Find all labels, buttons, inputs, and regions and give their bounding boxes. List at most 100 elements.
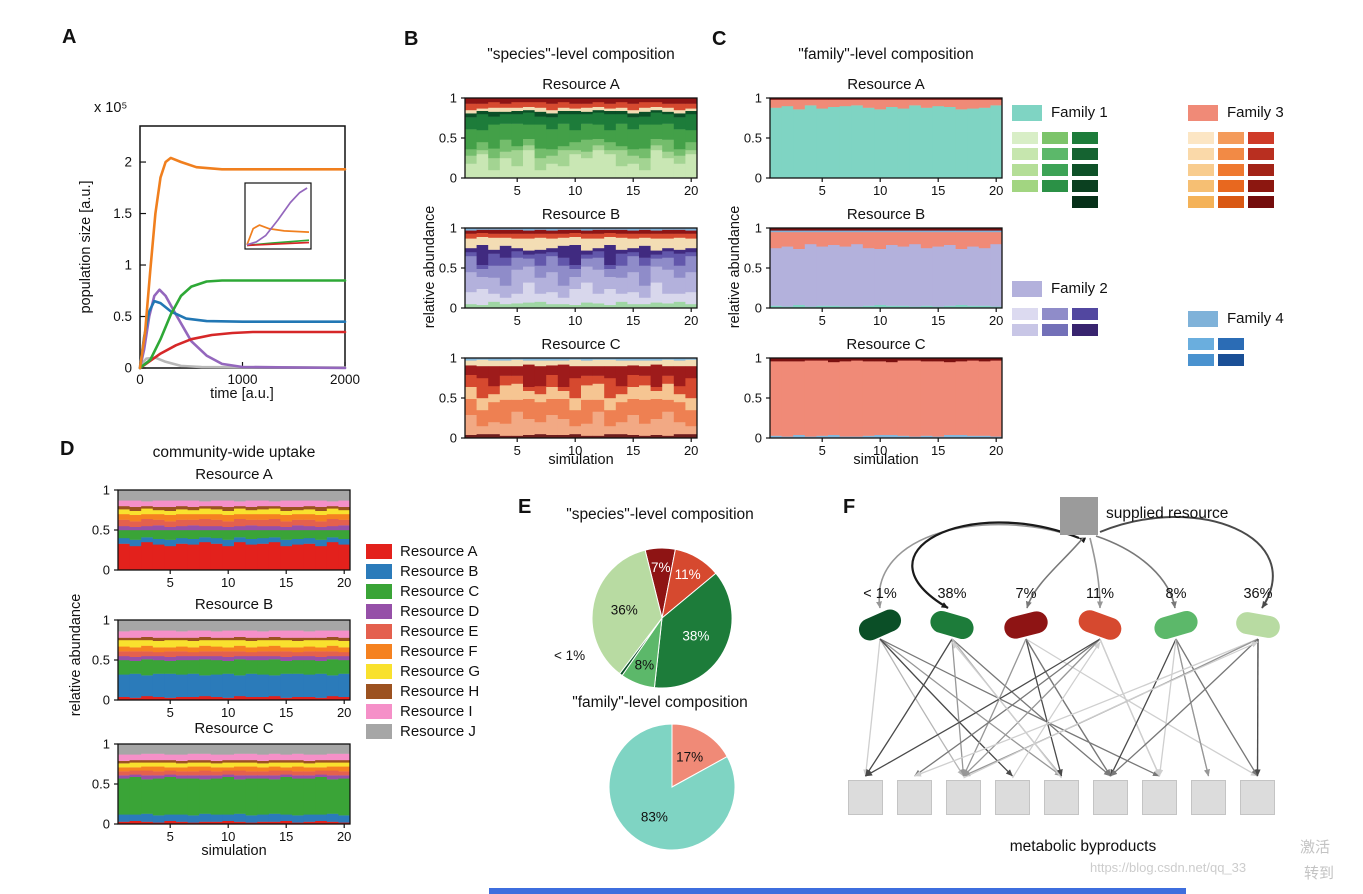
uptake-chart-resource-a: 00.515 10 15 20 [92,483,352,591]
svg-text:1: 1 [755,221,762,236]
chart-title-c-resource-c: Resource C [846,336,926,353]
svg-text:10: 10 [873,183,887,198]
svg-text:20: 20 [337,705,351,720]
family-1-grid [1012,132,1108,208]
chart-title-b-resource-a: Resource A [542,76,620,93]
svg-text:0: 0 [103,693,110,708]
species-color-cell [1218,164,1244,176]
svg-text:5: 5 [167,705,174,720]
supplied-resource-label: supplied resource [1106,505,1229,522]
pie-species-title: "species"-level composition [566,506,754,523]
resource-swatch [366,683,392,699]
species-color-cell [1012,308,1038,320]
resource-legend-item: Resource D [366,601,480,621]
svg-text:0: 0 [755,301,762,316]
svg-text:0.5: 0.5 [439,131,457,146]
resource-swatch [366,623,392,639]
svg-text:15: 15 [626,443,640,458]
chart-title-b-resource-c: Resource C [541,336,621,353]
svg-text:5: 5 [514,183,521,198]
species-color-cell [1072,148,1098,160]
svg-text:11%: 11% [675,567,701,582]
resource-label: Resource I [400,702,473,720]
svg-text:1: 1 [103,483,110,498]
species-color-cell [1042,324,1068,336]
species-color-cell [1042,148,1068,160]
bottom-blue-strip [489,888,1186,894]
family-3-grid [1188,132,1284,208]
watermark-cn-2: 转到 [1304,865,1335,882]
svg-text:1: 1 [450,91,457,106]
resource-swatch [366,603,392,619]
family-composition-pie: 17% 83% [608,723,736,851]
svg-text:1: 1 [124,258,132,273]
svg-text:1: 1 [755,351,762,366]
panel-f-label: F [843,496,856,518]
family-1-swatch [1012,104,1042,121]
resource-label: Resource J [400,722,476,740]
species-pill-label: 7% [1015,586,1037,602]
svg-text:2000: 2000 [330,372,360,387]
uptake-chart-resource-c: 00.515 10 15 20 [92,737,352,845]
resource-legend-item: Resource G [366,661,480,681]
uptake-chart-resource-b: 00.515 10 15 20 [92,613,352,721]
species-color-cell [1218,180,1244,192]
svg-text:1: 1 [755,91,762,106]
svg-text:20: 20 [989,443,1003,458]
svg-text:7%: 7% [651,560,671,575]
panel-d-xlabel: simulation [201,843,267,859]
svg-text:10: 10 [568,313,582,328]
svg-text:5: 5 [167,575,174,590]
species-color-cell [1218,354,1244,366]
svg-text:10: 10 [221,829,235,844]
svg-text:0: 0 [755,171,762,186]
svg-text:0.5: 0.5 [92,523,110,538]
svg-text:0.5: 0.5 [744,131,762,146]
resource-legend-item: Resource B [366,561,480,581]
species-color-cell [1012,164,1038,176]
species-pill-label: 11% [1086,586,1114,602]
family-3-legend: Family 3 [1188,104,1284,208]
species-color-cell [1188,164,1214,176]
species-composition-pie: 7% 11% 38% 8% < 1% 36% [554,547,733,689]
species-color-cell [1072,308,1098,320]
panel-a-xlabel: time [a.u.] [210,386,274,402]
svg-text:20: 20 [684,183,698,198]
svg-text:5: 5 [819,313,826,328]
species-color-cell [1042,180,1068,192]
watermark-url: https://blog.csdn.net/qq_33 [1090,860,1247,875]
byproduct-square [1240,780,1275,815]
svg-text:0.5: 0.5 [744,261,762,276]
family-2-name: Family 2 [1051,280,1108,297]
svg-text:83%: 83% [641,809,668,824]
species-color-cell [1218,148,1244,160]
resource-legend-item: Resource J [366,721,480,741]
svg-text:0.5: 0.5 [92,777,110,792]
svg-text:1: 1 [450,221,457,236]
svg-text:5: 5 [819,443,826,458]
family-4-name: Family 4 [1227,310,1284,327]
population-size-chart: 0 0.5 1 1.5 2 0 1000 2000 [113,125,360,387]
family-2-legend: Family 2 [1012,280,1108,336]
resource-label: Resource A [400,542,478,560]
svg-text:0: 0 [450,171,457,186]
chart-title-c-resource-b: Resource B [846,206,926,223]
svg-text:0.5: 0.5 [92,653,110,668]
svg-text:5: 5 [167,829,174,844]
svg-text:1.5: 1.5 [113,206,132,221]
resource-label: Resource E [400,622,479,640]
family-4-header: Family 4 [1188,310,1284,327]
family-2-header: Family 2 [1012,280,1108,297]
svg-text:0.5: 0.5 [113,309,132,324]
metabolite-flow-arrows [863,516,1274,779]
species-color-cell [1248,164,1274,176]
byproduct-square [1093,780,1128,815]
svg-text:15: 15 [279,705,293,720]
byproduct-square [848,780,883,815]
panel-b-xlabel: simulation [548,452,614,468]
family-1-header: Family 1 [1012,104,1108,121]
species-composition-chart-resource-c: 00.515 10 15 20 [439,351,699,459]
family-3-header: Family 3 [1188,104,1284,121]
resource-swatch [366,703,392,719]
